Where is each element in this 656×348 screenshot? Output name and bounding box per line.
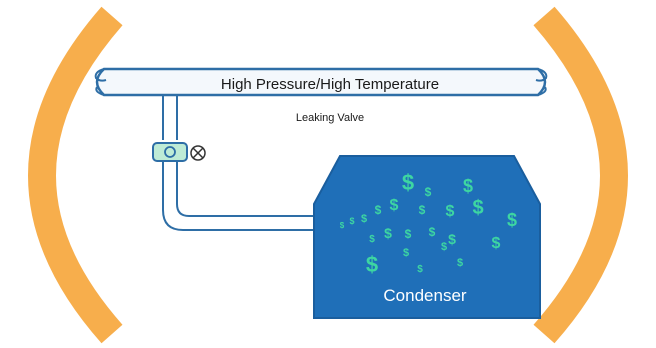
condenser-box (313, 155, 541, 319)
dollar-sign-4: $ (361, 213, 367, 225)
dollar-sign-17: $ (448, 231, 456, 247)
dollar-sign-14: $ (384, 225, 392, 241)
dollar-sign-6: $ (390, 197, 399, 214)
dollar-sign-9: $ (472, 197, 483, 219)
valve-label: Leaking Valve (296, 112, 364, 124)
dollar-sign-12: $ (340, 221, 345, 230)
valve-icon (152, 142, 188, 162)
pipe-label: High Pressure/High Temperature (221, 76, 439, 93)
dollar-sign-2: $ (425, 185, 432, 199)
left-bracket-decoration (28, 6, 123, 344)
high-pressure-pipe (94, 67, 548, 97)
dollar-sign-3: $ (463, 176, 473, 196)
right-bracket-decoration (533, 6, 628, 344)
dollar-sign-11: $ (349, 216, 354, 226)
dollar-sign-18: $ (492, 235, 501, 252)
dollar-sign-5: $ (375, 203, 382, 217)
dollar-sign-19: $ (403, 247, 409, 259)
condenser-label: Condenser (383, 286, 467, 305)
dollar-sign-7: $ (419, 203, 426, 217)
circled-x-icon (190, 145, 206, 161)
money-symbols: $ $ $$$ $ $ $ $$$$$ $ $ $ $ $$ $$ $$ (340, 170, 517, 277)
dollar-sign-16: $ (429, 225, 436, 239)
dollar-sign-10: $ (507, 210, 517, 230)
dollar-sign-1: $ (402, 170, 414, 195)
dollar-sign-21: $ (366, 252, 378, 277)
connecting-pipe (162, 95, 316, 231)
dollar-sign-13: $ (369, 234, 375, 245)
dollar-sign-8: $ (446, 203, 455, 220)
dollar-sign-15: $ (405, 227, 412, 241)
dollar-sign-22: $ (457, 257, 463, 269)
dollar-sign-20: $ (441, 241, 447, 253)
dollar-sign-23: $ (417, 264, 423, 275)
